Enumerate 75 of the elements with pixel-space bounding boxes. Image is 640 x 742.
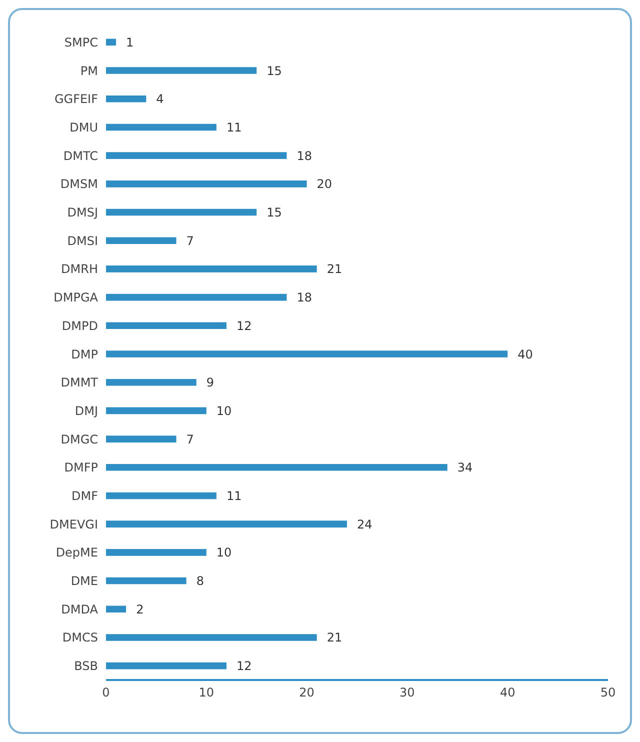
x-tick-label: 20 (299, 686, 314, 700)
bar (106, 492, 216, 500)
y-tick-label: DMSJ (67, 206, 98, 220)
y-tick-label: DMRH (61, 262, 98, 276)
data-label: 15 (266, 206, 282, 220)
y-tick-label: DMEVGI (50, 517, 98, 532)
bar (106, 152, 287, 159)
bar (106, 549, 206, 556)
y-tick-label: GGFEIF (54, 92, 98, 106)
data-label: 24 (356, 517, 372, 532)
data-label: 9 (206, 376, 214, 390)
data-label: 4 (156, 92, 164, 106)
y-tick-label: DMFP (64, 460, 98, 475)
bar (106, 350, 508, 358)
x-tick-label: 40 (500, 686, 516, 700)
y-tick-label: DMSM (60, 177, 98, 192)
data-label: 34 (457, 460, 473, 475)
data-label: 7 (186, 432, 194, 446)
data-label: 21 (326, 630, 342, 645)
y-tick-label: DMJ (74, 404, 98, 418)
y-tick-label: DMMT (60, 376, 99, 390)
y-tick-label: DMPGA (54, 290, 99, 305)
y-tick-label: BSB (74, 659, 98, 674)
bar (106, 606, 126, 613)
y-tick-label: DMP (71, 347, 98, 362)
bar (106, 180, 307, 188)
x-tick-label: 0 (102, 686, 110, 700)
bar (106, 436, 176, 442)
bar (106, 407, 206, 414)
bar (106, 95, 146, 102)
y-tick-label: DMTC (63, 148, 98, 163)
data-label: 7 (186, 234, 194, 248)
y-tick-label: DMU (70, 120, 98, 134)
data-label: 11 (226, 120, 242, 134)
bar (106, 577, 186, 584)
bar (106, 266, 317, 272)
bar (106, 124, 216, 131)
bar (106, 67, 257, 74)
data-label: 21 (326, 262, 342, 276)
data-label: 1 (126, 35, 134, 50)
bar (106, 237, 176, 244)
bar (106, 634, 317, 641)
data-label: 10 (216, 404, 232, 418)
x-tick-label: 50 (600, 686, 616, 700)
y-tick-label: DMPD (62, 318, 98, 333)
data-label: 20 (316, 177, 332, 192)
y-tick-label: PM (80, 64, 98, 78)
x-tick-label: 10 (198, 686, 214, 700)
bar (106, 322, 226, 330)
bar (106, 38, 116, 46)
data-label: 8 (196, 574, 204, 588)
data-label: 18 (296, 290, 312, 305)
y-tick-label: DMDA (61, 602, 99, 616)
data-label: 10 (216, 546, 232, 560)
data-label: 15 (266, 64, 282, 78)
x-tick-label: 30 (400, 686, 415, 700)
y-tick-label: DMF (72, 489, 98, 503)
bar (106, 378, 196, 386)
y-tick-label: DepME (56, 546, 98, 560)
data-label: 12 (236, 659, 252, 674)
bar (106, 662, 226, 670)
data-label: 40 (518, 347, 533, 362)
data-label: 12 (236, 318, 252, 333)
bar (106, 208, 257, 216)
bar (106, 520, 347, 528)
y-tick-label: SMPC (64, 35, 98, 50)
data-label: 2 (136, 602, 144, 616)
data-label: 11 (226, 489, 242, 503)
y-tick-label: DMCS (62, 630, 98, 645)
y-tick-label: DMGC (60, 432, 98, 446)
data-label: 18 (296, 148, 312, 163)
y-tick-label: DME (70, 574, 98, 588)
bar (106, 294, 287, 301)
bar (106, 464, 448, 471)
y-tick-label: DMSI (67, 234, 98, 248)
